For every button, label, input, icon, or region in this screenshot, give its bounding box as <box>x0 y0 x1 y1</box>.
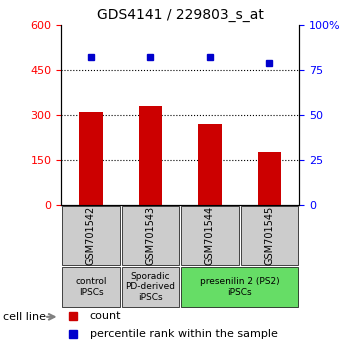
FancyBboxPatch shape <box>62 206 120 265</box>
Text: GSM701545: GSM701545 <box>265 206 274 265</box>
FancyBboxPatch shape <box>182 267 298 307</box>
Bar <box>257 152 281 205</box>
Text: cell line: cell line <box>3 312 46 322</box>
Title: GDS4141 / 229803_s_at: GDS4141 / 229803_s_at <box>97 8 264 22</box>
Text: count: count <box>90 312 121 321</box>
Text: GSM701542: GSM701542 <box>86 206 96 265</box>
Text: Sporadic
PD-derived
iPSCs: Sporadic PD-derived iPSCs <box>125 272 175 302</box>
Text: GSM701544: GSM701544 <box>205 206 215 265</box>
FancyBboxPatch shape <box>62 267 120 307</box>
Bar <box>198 124 222 205</box>
Bar <box>138 106 163 205</box>
FancyBboxPatch shape <box>241 206 298 265</box>
FancyBboxPatch shape <box>122 267 179 307</box>
FancyBboxPatch shape <box>122 206 179 265</box>
Text: control
IPSCs: control IPSCs <box>75 277 107 297</box>
Text: percentile rank within the sample: percentile rank within the sample <box>90 329 278 339</box>
FancyBboxPatch shape <box>182 206 239 265</box>
Text: presenilin 2 (PS2)
iPSCs: presenilin 2 (PS2) iPSCs <box>200 277 279 297</box>
Bar <box>79 112 103 205</box>
Text: GSM701543: GSM701543 <box>146 206 155 265</box>
